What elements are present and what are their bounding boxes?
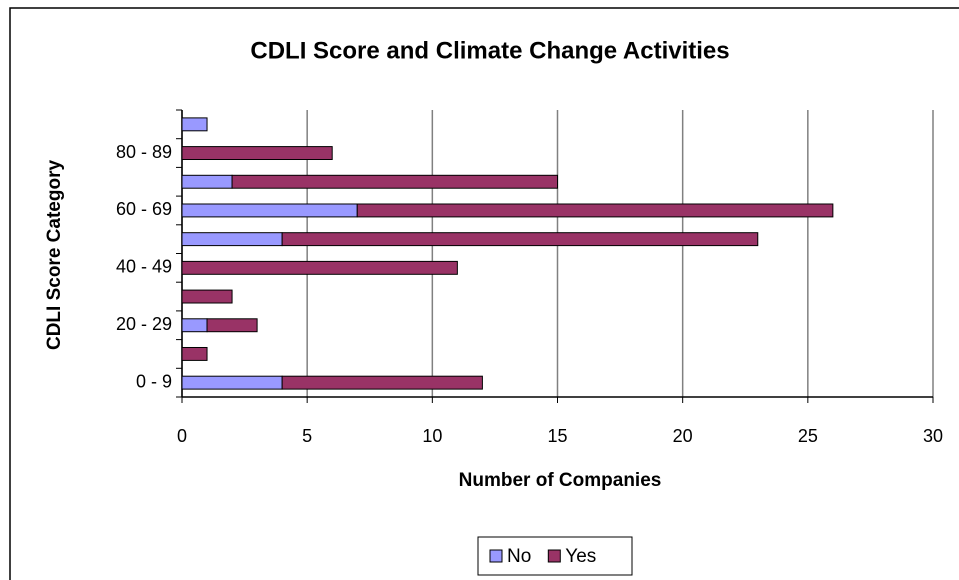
- bar: [181, 117, 208, 132]
- bar: [181, 260, 458, 275]
- bar: [281, 375, 483, 390]
- y-axis-label: CDLI Score Category: [44, 160, 65, 350]
- y-tick-label: 80 - 89: [116, 142, 172, 162]
- x-tick-label: 10: [422, 426, 442, 446]
- bar: [181, 174, 233, 189]
- legend-swatch: [489, 549, 503, 563]
- x-tick-label: 5: [302, 426, 312, 446]
- y-tick-label: 20 - 29: [116, 314, 172, 334]
- y-tick-label: 0 - 9: [136, 371, 172, 391]
- bar: [181, 203, 358, 218]
- bar: [231, 174, 558, 189]
- bar: [181, 146, 333, 161]
- x-tick-label: 15: [547, 426, 567, 446]
- x-tick-label: 30: [923, 426, 943, 446]
- x-tick-label: 25: [798, 426, 818, 446]
- chart-frame: [9, 7, 959, 580]
- bar: [181, 346, 208, 361]
- bar: [356, 203, 834, 218]
- legend-swatch: [547, 549, 561, 563]
- bar: [181, 232, 283, 247]
- bar: [181, 318, 208, 333]
- y-tick-label: 60 - 69: [116, 199, 172, 219]
- bar: [181, 375, 283, 390]
- y-tick-label: 40 - 49: [116, 257, 172, 277]
- bar: [281, 232, 759, 247]
- x-tick-label: 0: [177, 426, 187, 446]
- chart-title: CDLI Score and Climate Change Activities: [250, 37, 729, 64]
- legend-label: No: [507, 546, 531, 567]
- legend: No Yes: [489, 546, 596, 567]
- x-tick-label: 20: [673, 426, 693, 446]
- bar: [206, 318, 258, 333]
- x-axis-label: Number of Companies: [459, 470, 662, 491]
- bar: [181, 289, 233, 304]
- legend-label: Yes: [565, 546, 596, 567]
